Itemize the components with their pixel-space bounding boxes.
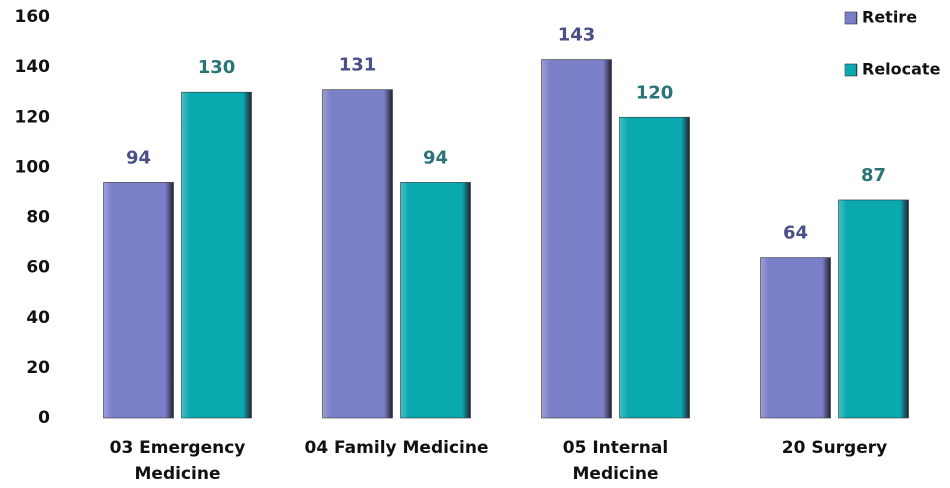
data-label: 64	[783, 223, 808, 244]
bar	[541, 59, 612, 419]
data-label: 131	[339, 55, 377, 76]
y-tick-label: 20	[26, 358, 50, 378]
legend-label: Retire	[862, 8, 917, 27]
y-tick-label: 120	[15, 107, 51, 127]
bar	[619, 116, 690, 419]
y-tick-label: 60	[26, 258, 50, 278]
x-tick-label: 04 Family Medicine	[304, 438, 489, 458]
legend-swatch	[844, 63, 858, 77]
y-tick-label: 40	[26, 308, 50, 328]
y-tick-label: 100	[15, 157, 51, 177]
data-label: 120	[636, 82, 674, 103]
legend-label: Relocate	[862, 60, 941, 79]
data-label: 143	[558, 25, 596, 46]
y-tick-label: 140	[15, 57, 51, 77]
legend-swatch	[844, 11, 858, 25]
y-tick-label: 80	[26, 208, 50, 228]
data-label: 94	[423, 147, 448, 168]
x-tick-label: 03 Emergency Medicine	[109, 438, 246, 484]
bar	[838, 199, 909, 419]
bar	[181, 91, 252, 419]
bar	[760, 257, 831, 419]
bar	[400, 182, 471, 419]
bar	[322, 89, 393, 419]
bar	[103, 182, 174, 419]
x-tick-label: 20 Surgery	[781, 438, 888, 458]
data-label: 87	[861, 165, 886, 186]
y-tick-label: 160	[15, 7, 51, 27]
data-label: 94	[126, 147, 151, 168]
data-label: 130	[198, 57, 236, 78]
x-tick-label: 05 Internal Medicine	[562, 438, 669, 484]
y-tick-label: 0	[38, 408, 50, 428]
